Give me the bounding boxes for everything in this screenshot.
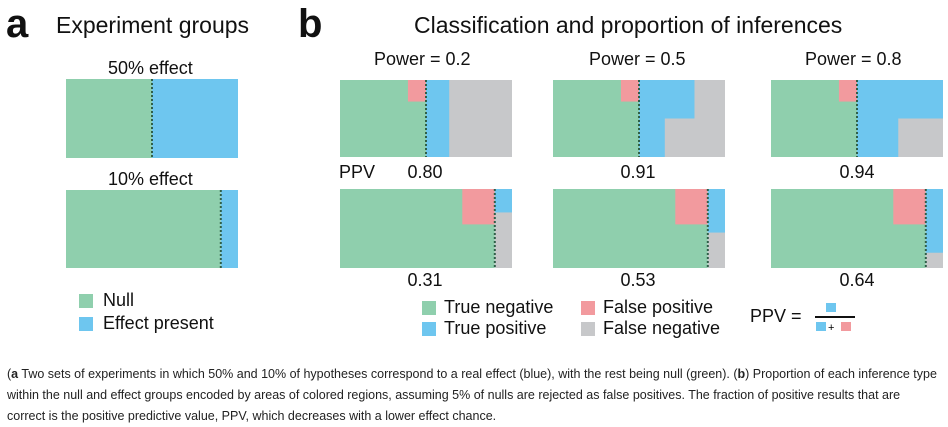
figure-caption: (a Two sets of experiments in which 50% … <box>7 364 937 427</box>
legend-effect-label: Effect present <box>103 313 214 333</box>
panel-b-bars <box>340 80 943 268</box>
true-positive-region <box>426 80 450 157</box>
group-label-10: 10% effect <box>108 169 193 189</box>
panel-a-title: Experiment groups <box>56 12 250 38</box>
legend-true-positive-label: True positive <box>444 318 547 338</box>
formula-plus: + <box>828 322 834 334</box>
true-positive-region <box>925 189 943 253</box>
panel-a-bars <box>66 79 238 268</box>
false-positive-region <box>407 80 426 102</box>
legend-false-negative-label: False negative <box>603 318 721 338</box>
true-positive-region <box>707 189 725 233</box>
ppv-formula-graphic: + <box>815 303 855 334</box>
caption-open-paren: ( <box>7 367 12 381</box>
effect-region <box>152 79 238 158</box>
formula-tp-square <box>826 303 836 312</box>
legend-false-positive-swatch <box>581 301 595 315</box>
legend-null-label: Null <box>103 290 135 310</box>
panel-b-title: Classification and proportion of inferen… <box>414 12 843 38</box>
caption-a-letter: a <box>11 367 19 381</box>
true-positive-region-lower <box>639 118 665 157</box>
null-region <box>66 190 221 268</box>
caption-b-letter: b <box>737 367 746 381</box>
legend-false-positive-label: False positive <box>603 297 714 317</box>
false-positive-region <box>462 189 495 225</box>
ppv-row-label: PPV <box>339 162 376 182</box>
group-label-50: 50% effect <box>108 58 193 78</box>
ppv-value-10-p05: 0.53 <box>620 270 656 290</box>
formula-fp-square-denominator <box>841 322 851 331</box>
legend-effect-swatch <box>79 317 93 331</box>
power-label-0.5: Power = 0.5 <box>589 49 686 69</box>
ppv-value-50-p05: 0.91 <box>620 162 656 182</box>
true-positive-region-lower <box>857 118 899 157</box>
ppv-value-10-p02: 0.31 <box>407 270 443 290</box>
panel-a-letter: a <box>6 2 29 46</box>
false-positive-region <box>838 80 857 102</box>
true-positive-region <box>494 189 512 213</box>
caption-a-text: Two sets of experiments in which 50% and… <box>18 367 738 381</box>
legend-true-positive-swatch <box>422 322 436 336</box>
true-positive-region <box>639 80 695 119</box>
panel-b-letter: b <box>298 2 323 46</box>
false-positive-region <box>675 189 708 225</box>
formula-tp-square-denominator <box>816 322 826 331</box>
effect-region <box>220 190 238 268</box>
legend-false-negative-swatch <box>581 322 595 336</box>
ppv-formula-lhs: PPV = <box>750 306 802 326</box>
legend-true-negative-swatch <box>422 301 436 315</box>
true-positive-region <box>857 80 943 119</box>
caption-b-text: ) Proportion of each inference type with… <box>7 367 937 423</box>
power-label-0.2: Power = 0.2 <box>374 49 471 69</box>
power-label-0.8: Power = 0.8 <box>805 49 902 69</box>
legend-true-negative-label: True negative <box>444 297 554 317</box>
null-region <box>66 79 152 158</box>
ppv-value-50-p08: 0.94 <box>839 162 875 182</box>
ppv-value-50-p02: 0.80 <box>407 162 443 182</box>
legend-null-swatch <box>79 294 93 308</box>
false-positive-region <box>893 189 926 225</box>
ppv-value-10-p08: 0.64 <box>839 270 875 290</box>
false-positive-region <box>620 80 639 102</box>
